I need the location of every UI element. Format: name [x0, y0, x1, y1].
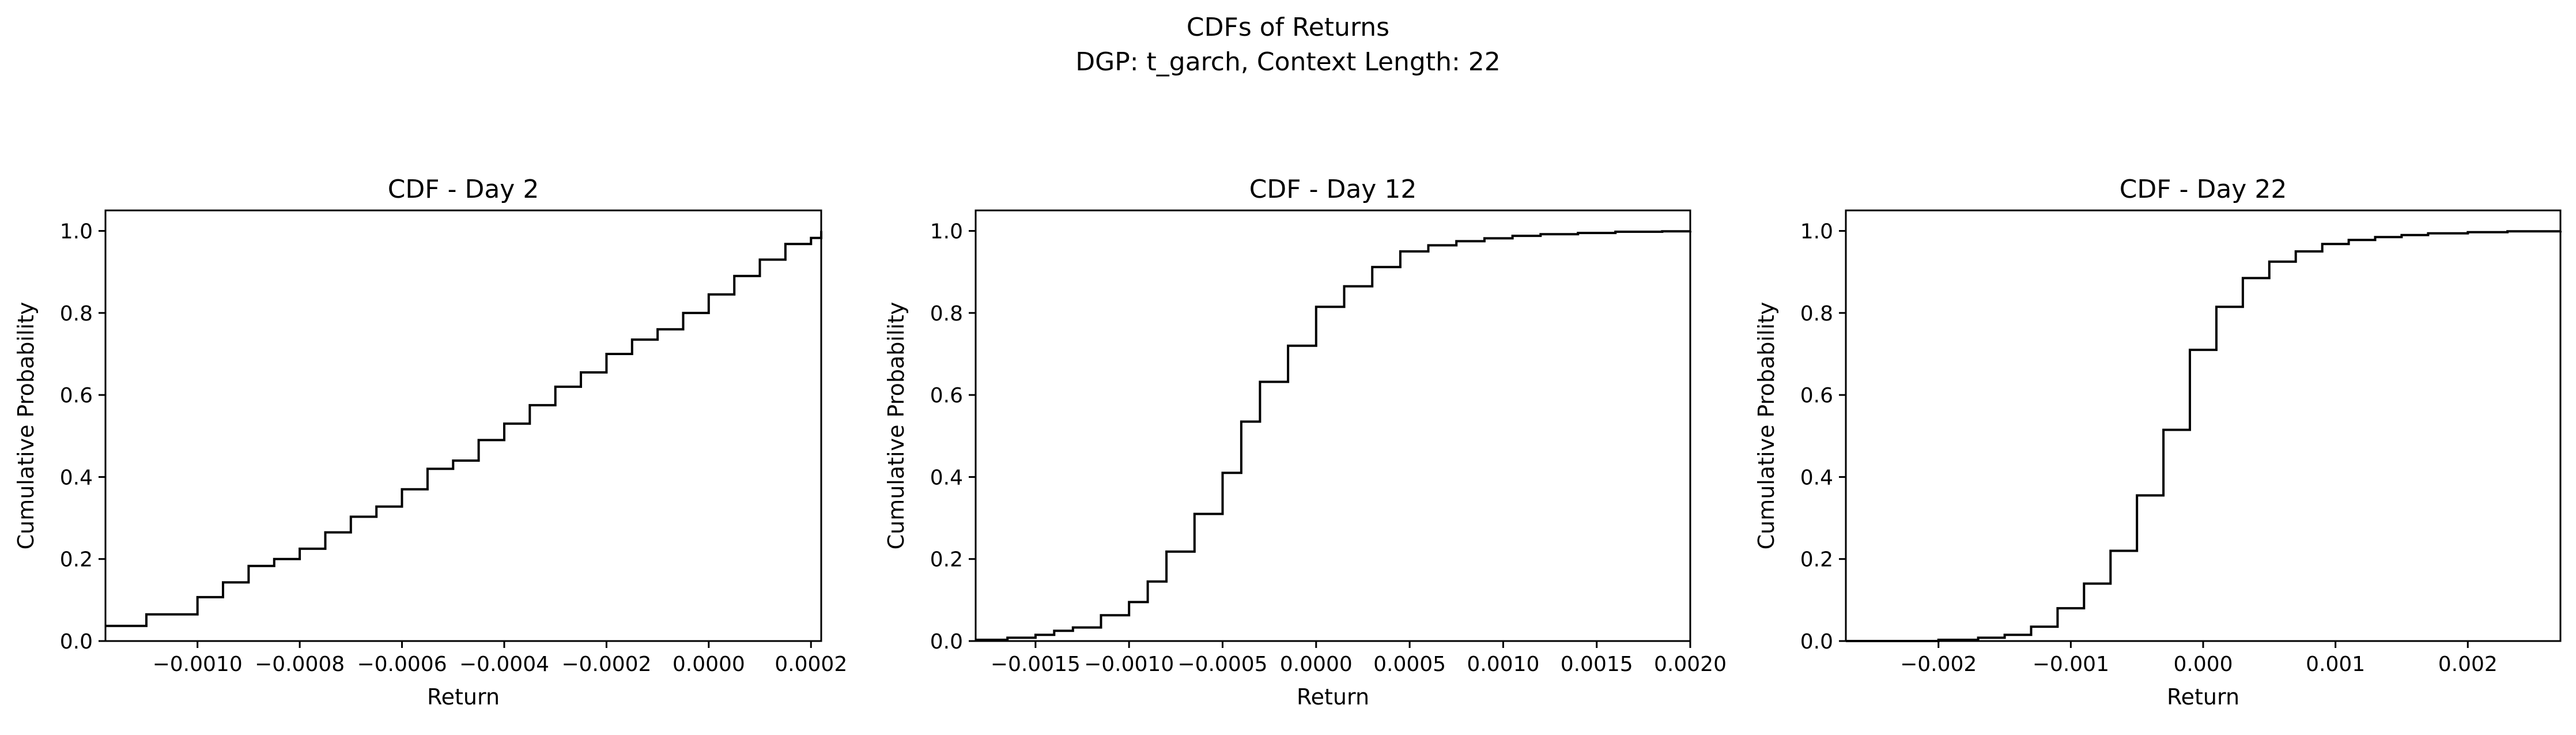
x-tick-label: −0.0002 — [561, 653, 651, 676]
y-tick-label: 0.8 — [930, 302, 963, 326]
y-axis-label: Cumulative Probability — [13, 302, 39, 550]
cdf-series-line — [976, 230, 1691, 641]
x-tick-label: 0.001 — [2306, 653, 2365, 676]
y-tick-label: 0.0 — [930, 630, 963, 654]
x-tick-label: 0.0015 — [1561, 653, 1633, 676]
subplot-title: CDF - Day 22 — [2120, 175, 2287, 204]
x-tick-label: −0.0005 — [1177, 653, 1267, 676]
cdf-series-line — [105, 231, 822, 627]
y-tick-label: 0.6 — [930, 384, 963, 408]
y-tick-label: 0.0 — [60, 630, 93, 654]
x-tick-label: −0.002 — [1900, 653, 1977, 676]
y-tick-label: 0.6 — [1800, 384, 1833, 408]
y-tick-label: 1.0 — [930, 220, 963, 244]
x-tick-label: 0.0020 — [1654, 653, 1727, 676]
x-tick-label: 0.0000 — [1280, 653, 1353, 676]
axes-frame — [975, 209, 1691, 642]
x-tick-label: −0.0008 — [255, 653, 345, 676]
y-tick-label: 0.4 — [930, 466, 963, 489]
x-tick-label: −0.0015 — [991, 653, 1081, 676]
y-tick-label: 1.0 — [1800, 220, 1833, 244]
x-tick-label: −0.001 — [2033, 653, 2109, 676]
y-tick-label: 0.4 — [1800, 466, 1833, 489]
subplot-2: −0.0015 −0.0010 −0.0005 0.0000 0.0005 0.0010 0… — [883, 175, 1727, 710]
figure-suptitle: CDFs of Returns — [1187, 13, 1389, 42]
x-tick-label: −0.0010 — [153, 653, 243, 676]
x-tick-label: 0.0000 — [673, 653, 745, 676]
x-tick-label: 0.0002 — [775, 653, 847, 676]
y-tick-label: 0.6 — [60, 384, 93, 408]
y-tick-label: 0.2 — [60, 548, 93, 572]
y-axis-label: Cumulative Probability — [1754, 302, 1779, 550]
x-tick-label: −0.0006 — [357, 653, 447, 676]
y-tick-label: 0.2 — [1800, 548, 1833, 572]
cdf-series-line — [1846, 230, 2562, 642]
x-tick-label: 0.000 — [2173, 653, 2233, 676]
y-tick-label: 0.8 — [1800, 302, 1833, 326]
x-tick-label: −0.0004 — [459, 653, 549, 676]
x-axis-label: Return — [1297, 684, 1369, 710]
subplot-1: −0.0010 −0.0008 −0.0006 −0.0004 −0.0002 0.000… — [13, 175, 847, 710]
x-tick-label: −0.0010 — [1084, 653, 1174, 676]
y-tick-label: 0.2 — [930, 548, 963, 572]
x-tick-label: 0.002 — [2438, 653, 2498, 676]
figure-subtitle: DGP: t_garch, Context Length: 22 — [1075, 47, 1501, 77]
axes-frame — [104, 209, 822, 642]
y-tick-label: 0.8 — [60, 302, 93, 326]
axes-frame — [1845, 209, 2562, 642]
subplot-title: CDF - Day 2 — [388, 175, 539, 204]
y-tick-label: 1.0 — [60, 220, 93, 244]
subplots: −0.0010 −0.0008 −0.0006 −0.0004 −0.0002 0.000… — [13, 175, 2562, 710]
y-tick-label: 0.0 — [1800, 630, 1833, 654]
subplot-3: −0.002 −0.001 0.000 0.001 0.002 0.0 0.2 0.4 0.6 0… — [1754, 175, 2562, 710]
subplot-title: CDF - Day 12 — [1249, 175, 1417, 204]
x-axis-label: Return — [2167, 684, 2239, 710]
x-axis-label: Return — [427, 684, 500, 710]
x-tick-label: 0.0005 — [1373, 653, 1446, 676]
y-tick-label: 0.4 — [60, 466, 93, 489]
x-tick-label: 0.0010 — [1467, 653, 1539, 676]
y-axis-label: Cumulative Probability — [883, 302, 909, 550]
